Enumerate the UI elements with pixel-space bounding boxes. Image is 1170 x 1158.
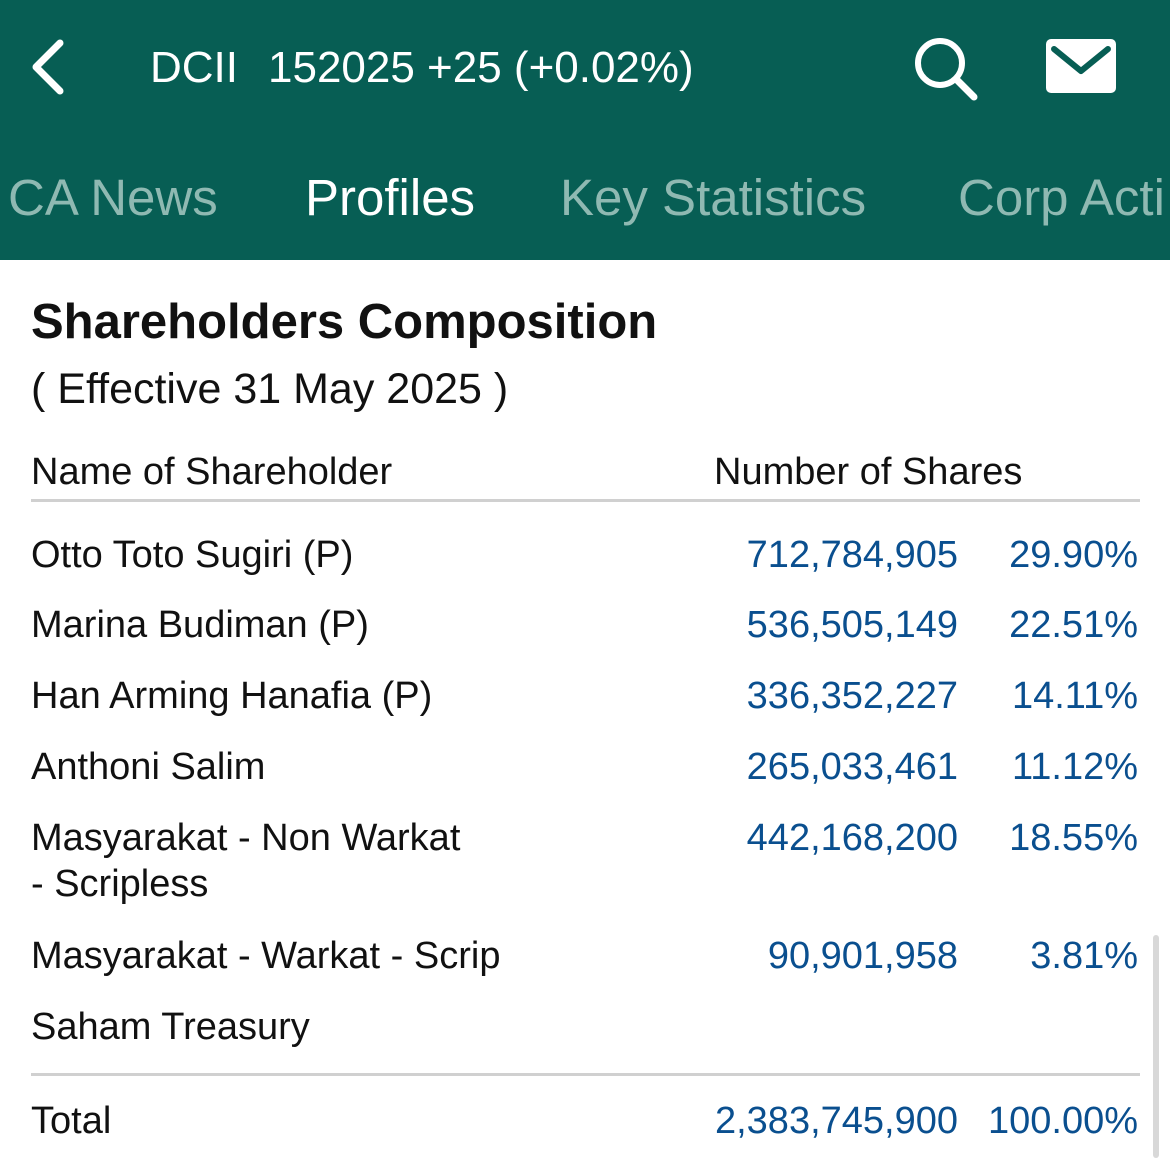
back-button[interactable] xyxy=(18,30,78,104)
header-divider xyxy=(31,499,1140,502)
tab-ca-news[interactable]: CA News xyxy=(8,169,218,226)
share-percent: 29.90% xyxy=(1009,534,1138,576)
shareholder-name: Masyarakat - Non Warkat - Scripless xyxy=(31,817,461,905)
profile-content: Shareholders Composition ( Effective 31 … xyxy=(0,260,1170,1158)
ticker-price-change: 152025 +25 (+0.02%) xyxy=(268,43,694,92)
tab-corp-actions[interactable]: Corp Acti xyxy=(958,169,1165,226)
tab-bar: CA News Profiles Key Statistics Corp Act… xyxy=(0,150,1170,245)
ticker-code: DCII xyxy=(150,43,238,92)
chevron-left-icon xyxy=(32,39,64,95)
ticker-summary: DCII 152025 +25 (+0.02%) xyxy=(150,38,694,98)
column-header-name: Name of Shareholder xyxy=(31,451,393,493)
search-button[interactable] xyxy=(905,28,985,108)
share-count: 265,033,461 xyxy=(746,746,958,788)
search-icon xyxy=(915,38,978,101)
share-percent: 14.11% xyxy=(1011,675,1138,717)
share-count: 712,784,905 xyxy=(746,534,958,576)
tab-key-statistics[interactable]: Key Statistics xyxy=(560,169,867,226)
section-title: Shareholders Composition xyxy=(31,295,658,349)
shareholder-name: Masyarakat - Warkat - Scrip xyxy=(31,935,501,977)
column-header-shares: Number of Shares xyxy=(714,451,1023,493)
share-count: 536,505,149 xyxy=(746,604,958,646)
total-divider xyxy=(31,1073,1140,1076)
scrollbar[interactable] xyxy=(1153,935,1159,1158)
total-share-percent: 100.00% xyxy=(987,1100,1138,1142)
share-count: 336,352,227 xyxy=(746,675,958,717)
mail-icon xyxy=(1046,39,1116,93)
total-share-count: 2,383,745,900 xyxy=(714,1100,958,1142)
share-percent: 11.12% xyxy=(1011,746,1138,788)
share-count: 90,901,958 xyxy=(767,935,958,977)
shareholder-name: Han Arming Hanafia (P) xyxy=(31,675,433,717)
tab-profiles[interactable]: Profiles xyxy=(305,169,476,226)
shareholder-name: Marina Budiman (P) xyxy=(31,604,369,646)
shareholder-name: Saham Treasury xyxy=(31,1006,310,1048)
mail-button[interactable] xyxy=(1040,30,1122,102)
top-bar: DCII 152025 +25 (+0.02%) xyxy=(0,0,1170,135)
share-count: 442,168,200 xyxy=(746,817,958,859)
share-percent: 18.55% xyxy=(1009,817,1138,859)
app-header: DCII 152025 +25 (+0.02%) CA News Profiles… xyxy=(0,0,1170,260)
total-label: Total xyxy=(31,1100,112,1142)
share-percent: 3.81% xyxy=(1030,935,1138,977)
shareholder-name: Anthoni Salim xyxy=(31,746,266,788)
share-percent: 22.51% xyxy=(1009,604,1138,646)
shareholder-name: Otto Toto Sugiri (P) xyxy=(31,534,354,576)
effective-date: ( Effective 31 May 2025 ) xyxy=(31,365,509,413)
